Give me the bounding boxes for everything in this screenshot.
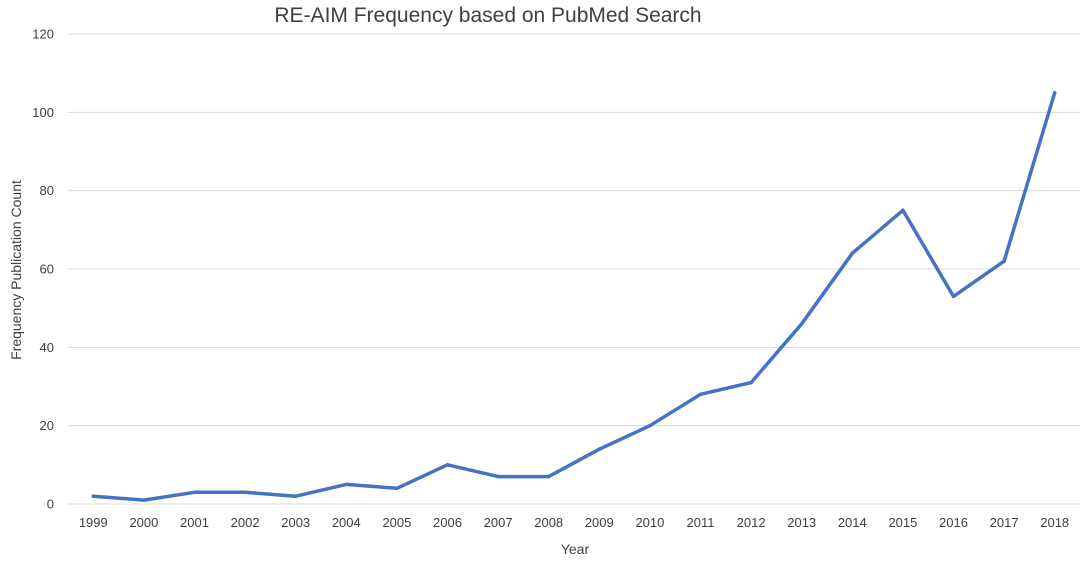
x-tick-label: 2005	[382, 515, 411, 530]
data-point-2007	[496, 474, 500, 479]
x-tick-label: 2016	[939, 515, 968, 530]
data-point-2017	[1002, 259, 1006, 263]
data-point-2000	[142, 498, 146, 502]
x-tick-label: 2014	[838, 515, 867, 530]
data-point-2013	[799, 322, 804, 326]
y-tick-label: 0	[47, 497, 54, 512]
series-line	[91, 91, 1057, 502]
data-point-2005	[395, 486, 399, 491]
x-tick-label: 2018	[1040, 515, 1069, 530]
gridlines	[68, 33, 1080, 505]
data-point-2012	[749, 380, 753, 385]
y-axis-label: Frequency Publication Count	[8, 180, 24, 360]
x-tick-label: 2001	[180, 515, 209, 530]
y-tick-label: 120	[32, 27, 54, 42]
y-tick-label: 100	[32, 105, 54, 120]
x-tick-label: 2008	[534, 515, 563, 530]
y-tick-label: 60	[40, 262, 54, 277]
y-tick-label: 40	[40, 340, 54, 355]
data-point-2015	[901, 208, 905, 212]
data-point-2009	[597, 447, 602, 451]
x-axis-ticks: 1999 2000 2001 2002 2003 2004 2005 2006 2007 2008…	[79, 515, 1069, 530]
data-point-2016	[951, 294, 956, 299]
y-axis-ticks: 0 20 40 60 80 100 120	[32, 27, 54, 512]
x-tick-label: 2013	[787, 515, 816, 530]
data-point-2008	[546, 474, 551, 479]
x-tick-label: 2011	[687, 515, 715, 530]
data-point-2001	[192, 490, 197, 494]
x-tick-label: 2006	[433, 515, 462, 530]
data-point-2002	[243, 490, 247, 494]
data-point-2006	[445, 463, 450, 467]
x-tick-label: 2015	[888, 515, 917, 530]
x-tick-label: 2007	[484, 515, 513, 530]
y-tick-label: 20	[40, 418, 54, 433]
data-point-1999	[91, 494, 96, 498]
data-point-2018	[1052, 91, 1057, 95]
y-tick-label: 80	[40, 183, 54, 198]
data-point-2011	[698, 392, 703, 397]
data-point-2003	[293, 494, 298, 498]
x-tick-label: 2012	[737, 515, 766, 530]
x-tick-label: 2010	[635, 515, 664, 530]
x-tick-label: 2000	[129, 515, 158, 530]
x-tick-label: 2003	[281, 515, 310, 530]
x-tick-label: 1999	[79, 515, 108, 530]
series-layer	[91, 91, 1057, 502]
x-axis-label: Year	[561, 541, 590, 557]
chart-title: RE-AIM Frequency based on PubMed Search	[274, 4, 701, 27]
x-tick-label: 2017	[990, 515, 1019, 530]
data-point-2004	[344, 482, 349, 487]
x-tick-label: 2004	[332, 515, 361, 530]
data-point-2010	[648, 423, 652, 428]
x-tick-label: 2002	[231, 515, 260, 530]
x-tick-label: 2009	[585, 515, 614, 530]
data-point-2014	[850, 251, 855, 256]
